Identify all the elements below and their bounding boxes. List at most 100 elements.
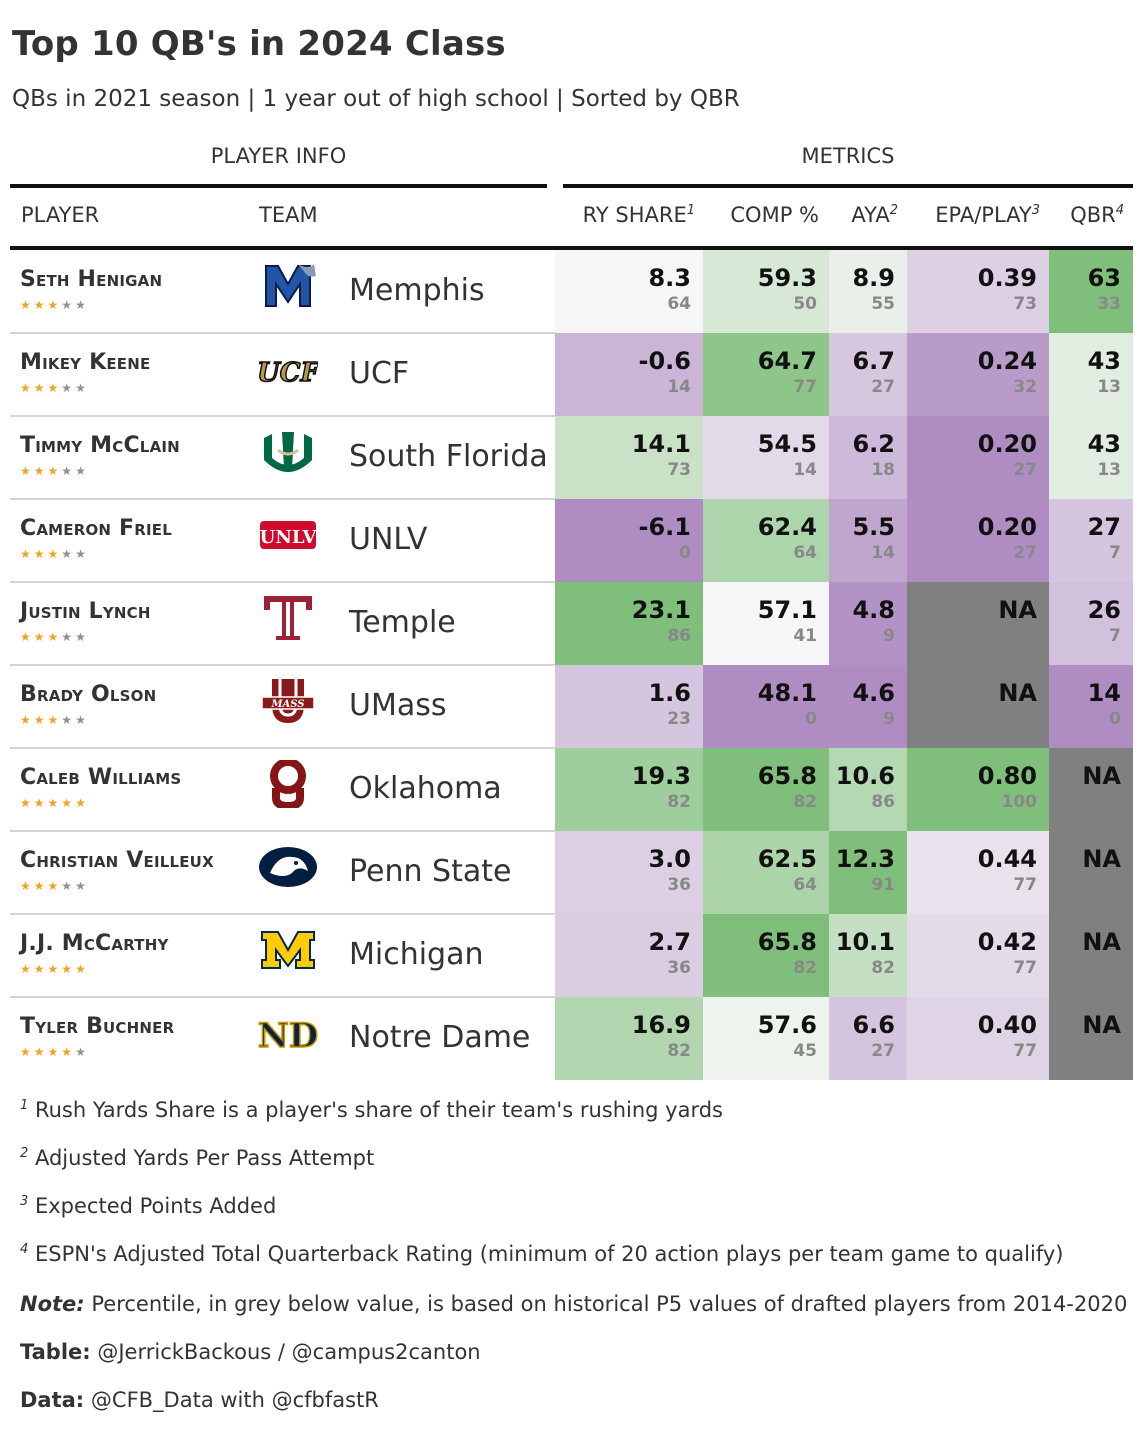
- metric-percentile: 86: [871, 792, 895, 812]
- cell-ry-share: 23.1 86: [555, 582, 703, 665]
- cell-comp: 64.7 77: [703, 333, 829, 416]
- metric-value: 27: [1087, 513, 1121, 541]
- metric-value: 48.1: [757, 679, 817, 707]
- column-header-aya: AYA2: [851, 203, 898, 227]
- svg-text:ND: ND: [258, 1016, 318, 1056]
- metric-value: 54.5: [757, 430, 817, 458]
- star-empty-icon: ★: [61, 464, 76, 478]
- cell-comp: 59.3 50: [703, 250, 829, 333]
- metric-percentile: 0: [805, 709, 817, 729]
- cell-ry-share: -6.1 0: [555, 499, 703, 582]
- star-rating: ★★★★★: [20, 1045, 89, 1059]
- player-name: Seth Henigan: [20, 267, 163, 292]
- table-row: Caleb Williams ★★★★★ Oklahoma 19.3 82 65.8 82 1…: [10, 748, 1133, 832]
- metric-percentile: 77: [1013, 1041, 1037, 1061]
- star-empty-icon: ★: [75, 713, 89, 727]
- table-row: Christian Veilleux ★★★★★ Penn State 3.0 36 62…: [10, 831, 1133, 915]
- metric-percentile: 9: [883, 626, 895, 646]
- player-name: Justin Lynch: [20, 599, 151, 624]
- unlv-logo: UNLV: [258, 511, 318, 559]
- metric-value: 8.3: [648, 264, 691, 292]
- metric-value: 0.44: [977, 845, 1037, 873]
- metric-percentile: 27: [871, 377, 895, 397]
- table-row: Brady Olson ★★★★★ MASS UMass 1.6 23 48.1 0 4.6 9 N…: [10, 665, 1133, 749]
- metric-value: 4.6: [852, 679, 895, 707]
- metric-value: 6.6: [852, 1011, 895, 1039]
- svg-text:UNLV: UNLV: [260, 527, 318, 548]
- cell-comp: 54.5 14: [703, 416, 829, 499]
- metric-percentile: 73: [667, 460, 691, 480]
- row-divider: [10, 332, 555, 334]
- cell-qbr: 27 7: [1049, 499, 1133, 582]
- cell-epa: NA: [907, 582, 1049, 665]
- metric-percentile: 36: [667, 875, 691, 895]
- column-header-comp: COMP %: [730, 203, 819, 227]
- star-filled-icon: ★: [47, 1045, 62, 1059]
- row-divider: [10, 664, 555, 666]
- cell-aya: 6.2 18: [829, 416, 907, 499]
- team-name: Temple: [349, 605, 456, 640]
- star-filled-icon: ★: [47, 381, 62, 395]
- star-rating: ★★★★★: [20, 713, 89, 727]
- cell-aya: 10.6 86: [829, 748, 907, 831]
- team-name: Memphis: [349, 273, 485, 308]
- metric-percentile: 77: [1013, 958, 1037, 978]
- metric-percentile: 82: [793, 792, 817, 812]
- star-empty-icon: ★: [61, 547, 76, 561]
- team-name: Notre Dame: [349, 1020, 531, 1055]
- metric-value: 12.3: [835, 845, 895, 873]
- metric-percentile: 14: [871, 543, 895, 563]
- metric-percentile: 18: [871, 460, 895, 480]
- metric-percentile: 27: [871, 1041, 895, 1061]
- star-rating: ★★★★★: [20, 879, 89, 893]
- cell-aya: 5.5 14: [829, 499, 907, 582]
- row-divider: [10, 747, 555, 749]
- star-filled-icon: ★: [20, 1045, 34, 1059]
- star-filled-icon: ★: [33, 298, 48, 312]
- metric-value: 6.2: [852, 430, 895, 458]
- metric-value: 43: [1087, 430, 1121, 458]
- metric-value: 3.0: [648, 845, 691, 873]
- cell-aya: 10.1 82: [829, 914, 907, 997]
- metric-percentile: 7: [1109, 626, 1121, 646]
- table-row: J.J. McCarthy ★★★★★ Michigan 2.7 36 65.8 82 10.…: [10, 914, 1133, 998]
- star-empty-icon: ★: [61, 381, 76, 395]
- metric-percentile: 77: [793, 377, 817, 397]
- star-filled-icon: ★: [33, 796, 48, 810]
- star-empty-icon: ★: [75, 298, 89, 312]
- cell-epa: 0.20 27: [907, 499, 1049, 582]
- star-filled-icon: ★: [20, 796, 34, 810]
- table-row: Justin Lynch ★★★★★ Temple 23.1 86 57.1 41 4.8 9 N…: [10, 582, 1133, 666]
- player-name: Brady Olson: [20, 682, 157, 707]
- cell-aya: 6.6 27: [829, 997, 907, 1080]
- team-name: UNLV: [349, 522, 428, 557]
- metric-value: 16.9: [631, 1011, 691, 1039]
- metric-value: -6.1: [638, 513, 691, 541]
- cell-comp: 65.8 82: [703, 914, 829, 997]
- cell-ry-share: 1.6 23: [555, 665, 703, 748]
- star-empty-icon: ★: [75, 381, 89, 395]
- row-divider: [10, 913, 555, 915]
- metric-value: NA: [1082, 928, 1121, 956]
- metric-value: 4.8: [852, 596, 895, 624]
- metric-percentile: 64: [667, 294, 691, 314]
- cell-ry-share: 8.3 64: [555, 250, 703, 333]
- star-empty-icon: ★: [75, 464, 89, 478]
- metric-percentile: 33: [1097, 294, 1121, 314]
- cell-aya: 4.8 9: [829, 582, 907, 665]
- star-filled-icon: ★: [47, 962, 62, 976]
- metric-percentile: 36: [667, 958, 691, 978]
- cell-ry-share: 16.9 82: [555, 997, 703, 1080]
- cell-comp: 57.1 41: [703, 582, 829, 665]
- table-row: Mikey Keene ★★★★★ UCF UCF -0.6 14 64.7 77 6.7 27 0…: [10, 333, 1133, 417]
- cell-epa: 0.44 77: [907, 831, 1049, 914]
- star-filled-icon: ★: [33, 1045, 48, 1059]
- cell-ry-share: 3.0 36: [555, 831, 703, 914]
- metric-value: 23.1: [631, 596, 691, 624]
- metric-value: 2.7: [648, 928, 691, 956]
- metric-percentile: 73: [1013, 294, 1037, 314]
- cell-epa: 0.39 73: [907, 250, 1049, 333]
- note-line: Note: Percentile, in grey below value, i…: [20, 1292, 1128, 1316]
- star-empty-icon: ★: [61, 298, 76, 312]
- metric-value: 14.1: [631, 430, 691, 458]
